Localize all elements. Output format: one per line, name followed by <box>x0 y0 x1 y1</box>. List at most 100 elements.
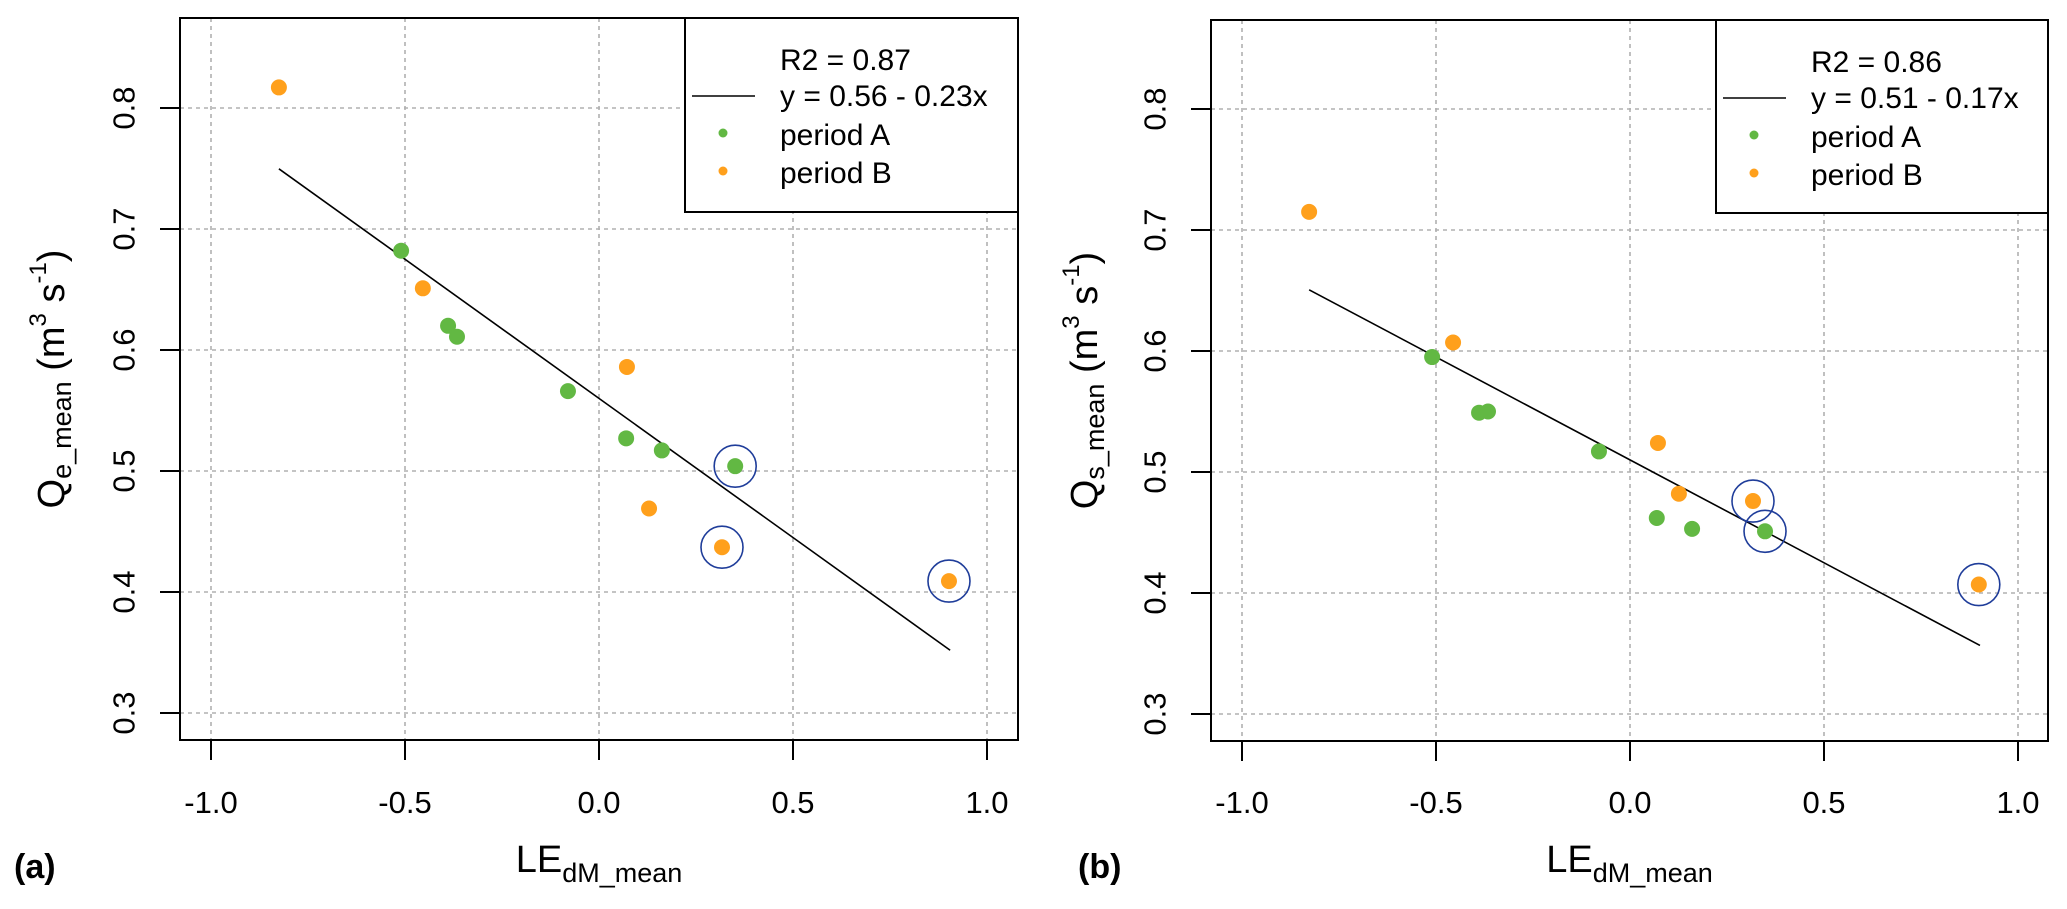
x-tick-label: 0.5 <box>1802 785 1845 820</box>
data-point <box>727 458 744 475</box>
y-tick-label: 0.6 <box>107 328 142 371</box>
legend-dot-period-b <box>1749 168 1759 178</box>
legend-label: period A <box>1811 121 1921 154</box>
x-axis-title-subscript: dM_mean <box>1593 858 1713 888</box>
data-point <box>1757 523 1774 540</box>
legend-label: period B <box>780 157 892 190</box>
x-axis-title-subscript: dM_mean <box>562 858 682 888</box>
y-tick-label: 0.5 <box>107 449 142 492</box>
x-tick-label: -0.5 <box>378 785 431 820</box>
data-point <box>1424 349 1441 366</box>
regression-line <box>1308 289 1981 647</box>
data-point <box>653 442 670 459</box>
data-point <box>641 500 658 517</box>
legend: R2 = 0.86y = 0.51 - 0.17x period A period … <box>1715 19 2049 214</box>
legend-label: y = 0.51 - 0.17x <box>1811 82 2019 115</box>
regression-line <box>278 168 951 651</box>
data-point <box>618 358 635 375</box>
highlight-ring <box>1731 479 1775 523</box>
y-axis-title-subscript: s_mean <box>1080 384 1110 480</box>
x-axis-title-main: LE <box>1546 839 1592 881</box>
legend-label: period B <box>1811 159 1923 192</box>
chart-panel-b: -1.0 -0.5 0.0 0.5 1.0 0.3 0.4 0.5 0.6 0.7 0.8 LEdM_… <box>1058 19 2049 888</box>
legend: R2 = 0.87y = 0.56 - 0.23x period A period … <box>684 17 1019 213</box>
data-point <box>1445 334 1462 351</box>
x-tick-label: -1.0 <box>1215 785 1268 820</box>
data-point <box>1970 576 1987 593</box>
legend-box <box>1715 19 2049 214</box>
series-period-a <box>1424 349 1787 554</box>
data-point <box>1301 203 1318 220</box>
panel-label: (b) <box>1078 848 1121 886</box>
legend-dot-period-a <box>1749 130 1759 140</box>
y-axis-title-main: Q <box>31 479 73 509</box>
x-axis-title-main: LE <box>516 839 562 881</box>
series-period-a <box>393 242 757 488</box>
legend-label: period A <box>780 119 890 152</box>
data-point <box>1649 434 1666 451</box>
y-axis-title-subscript: e_mean <box>47 381 77 479</box>
y-tick-label: 0.3 <box>1138 692 1173 735</box>
y-axis-units: (m <box>1064 329 1106 384</box>
x-axis-title: LEdM_mean <box>516 839 683 888</box>
data-point <box>618 430 635 447</box>
chart-panel-a: -1.0 -0.5 0.0 0.5 1.0 0.3 0.4 0.5 0.6 0.7 0.8 LEdM_… <box>14 17 1019 888</box>
highlight-ring <box>700 525 744 570</box>
x-tick-label: 0.0 <box>1608 785 1651 820</box>
data-point <box>1648 509 1665 526</box>
y-axis-units-superscript: -1 <box>1058 264 1085 285</box>
highlight-ring <box>1957 562 2001 607</box>
y-axis-title-main: Q <box>1064 480 1106 510</box>
legend-dot-period-a <box>718 128 728 138</box>
y-axis-units: (m <box>31 326 73 381</box>
y-tick-label: 0.8 <box>107 86 142 129</box>
y-axis-units-superscript: -1 <box>25 262 52 283</box>
y-axis-units-superscript: 3 <box>25 313 52 326</box>
data-point <box>448 328 465 345</box>
data-point <box>1684 520 1701 537</box>
data-point <box>940 573 957 590</box>
panel-label: (a) <box>14 848 56 886</box>
x-tick-label: 1.0 <box>965 785 1008 820</box>
x-axis-title: LEdM_mean <box>1546 839 1713 888</box>
data-point <box>393 242 410 259</box>
legend-dot-period-b <box>718 166 728 176</box>
y-axis-title: Qe_mean (m3 s-1) <box>25 250 78 509</box>
y-tick-label: 0.7 <box>1138 208 1173 251</box>
x-tick-label: -1.0 <box>184 785 237 820</box>
x-tick-label: 0.5 <box>771 785 814 820</box>
data-point <box>559 383 576 400</box>
data-point <box>1744 493 1761 510</box>
y-axis-units: ) <box>1064 252 1106 265</box>
data-point <box>713 539 730 556</box>
data-point <box>414 280 431 297</box>
data-point <box>1590 443 1607 460</box>
x-tick-label: 1.0 <box>1996 785 2039 820</box>
y-tick-label: 0.8 <box>1138 87 1173 130</box>
data-point <box>270 79 287 96</box>
highlight-ring <box>927 559 971 603</box>
y-tick-label: 0.7 <box>107 207 142 250</box>
series-period-b <box>1301 203 2001 607</box>
y-axis-units-superscript: 3 <box>1058 315 1085 328</box>
data-point <box>440 317 457 334</box>
legend-label: R2 = 0.87 <box>780 44 911 77</box>
data-point <box>1479 403 1496 420</box>
y-tick-label: 0.4 <box>107 570 142 613</box>
highlight-ring <box>1743 509 1787 554</box>
highlight-ring <box>713 444 757 488</box>
y-axis-units: ) <box>31 250 73 263</box>
legend-label: y = 0.56 - 0.23x <box>780 80 988 113</box>
y-tick-label: 0.5 <box>1138 450 1173 493</box>
y-tick-label: 0.6 <box>1138 329 1173 372</box>
y-axis-units: s <box>1064 286 1106 316</box>
x-tick-label: 0.0 <box>577 785 620 820</box>
data-point <box>1670 485 1687 502</box>
x-tick-label: -0.5 <box>1409 785 1462 820</box>
legend-box <box>684 17 1019 213</box>
legend-label: R2 = 0.86 <box>1811 46 1942 79</box>
y-tick-label: 0.3 <box>107 691 142 734</box>
series-period-b <box>270 79 971 603</box>
y-axis-units: s <box>31 284 73 314</box>
